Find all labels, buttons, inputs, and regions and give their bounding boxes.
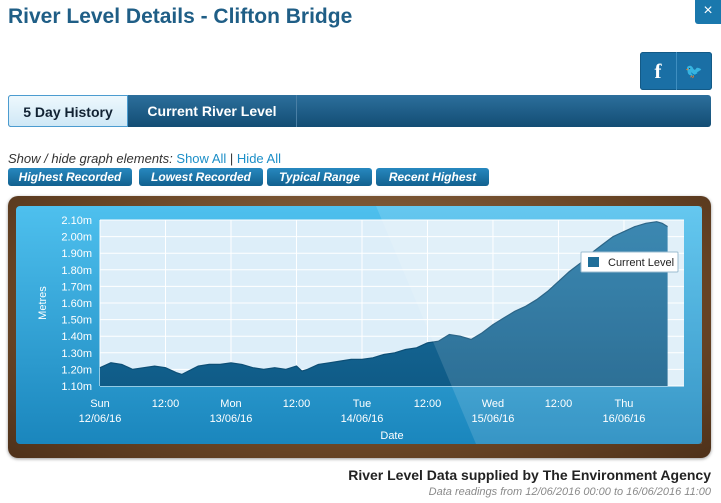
current-level-area — [100, 221, 668, 386]
y-tick-label: 2.00m — [61, 232, 92, 244]
show-all-link[interactable]: Show All — [176, 151, 227, 166]
twitter-share-button[interactable]: 🐦 — [676, 52, 712, 90]
y-tick-label: 1.40m — [61, 331, 92, 343]
hide-all-link[interactable]: Hide All — [236, 151, 281, 166]
x-axis-label: Date — [380, 430, 403, 442]
y-tick-label: 1.50m — [61, 315, 92, 327]
legend-swatch — [588, 257, 599, 267]
y-tick-label: 1.70m — [61, 281, 92, 293]
x-tick-label: Wed — [482, 398, 504, 410]
x-tick-label: Sun — [90, 398, 110, 410]
y-tick-label: 1.80m — [61, 265, 92, 277]
facebook-share-button[interactable]: f — [640, 52, 677, 90]
x-tick-date: 15/06/16 — [472, 413, 515, 425]
page-title: River Level Details - Clifton Bridge — [8, 5, 353, 28]
x-tick-label: Tue — [353, 398, 372, 410]
link-separator: | — [229, 151, 234, 166]
close-button[interactable]: × — [695, 0, 721, 24]
x-tick-date: 12/06/16 — [79, 413, 122, 425]
share-buttons: f 🐦 — [640, 52, 712, 90]
y-tick-label: 1.90m — [61, 248, 92, 260]
current-level-line — [99, 221, 668, 376]
x-tick-label: Thu — [614, 398, 633, 410]
y-tick-label: 1.30m — [61, 348, 92, 360]
x-tick-label: 12:00 — [283, 398, 311, 410]
x-tick-label: 12:00 — [152, 398, 180, 410]
typical-range-toggle[interactable]: Typical Range — [267, 168, 372, 186]
x-tick-date: 13/06/16 — [210, 413, 253, 425]
highest-recorded-toggle[interactable]: Highest Recorded — [8, 168, 132, 186]
graph-elements-controls: Show / hide graph elements: Show All | H… — [8, 151, 281, 166]
y-tick-label: 1.60m — [61, 298, 92, 310]
graph-elements-prompt: Show / hide graph elements: — [8, 151, 173, 166]
x-tick-label: Mon — [220, 398, 241, 410]
x-tick-date: 14/06/16 — [341, 413, 384, 425]
y-tick-label: 1.10m — [61, 381, 92, 393]
x-tick-label: 12:00 — [545, 398, 573, 410]
facebook-icon: f — [654, 59, 662, 83]
y-tick-label: 1.20m — [61, 364, 92, 376]
x-tick-date: 16/06/16 — [603, 413, 646, 425]
twitter-icon: 🐦 — [685, 63, 703, 79]
legend-label: Current Level — [608, 257, 674, 269]
chart-legend[interactable]: Current Level — [580, 251, 679, 273]
tab-current-river-level[interactable]: Current River Level — [128, 95, 297, 127]
y-tick-label: 2.10m — [61, 215, 92, 227]
y-axis-label: Metres — [37, 286, 49, 320]
x-tick-label: 12:00 — [414, 398, 442, 410]
data-attribution: River Level Data supplied by The Environ… — [348, 467, 711, 483]
tab-5-day-history[interactable]: 5 Day History — [8, 95, 128, 127]
lowest-recorded-toggle[interactable]: Lowest Recorded — [139, 168, 263, 186]
data-range-note: Data readings from 12/06/2016 00:00 to 1… — [428, 486, 711, 498]
tab-bar: 5 Day History Current River Level — [8, 95, 711, 127]
close-icon: × — [703, 2, 713, 19]
recent-highest-toggle[interactable]: Recent Highest — [376, 168, 489, 186]
river-level-chart: 1.10m 1.20m 1.30m 1.40m 1.50m 1.60m 1.70m 1.80m… — [16, 206, 702, 444]
